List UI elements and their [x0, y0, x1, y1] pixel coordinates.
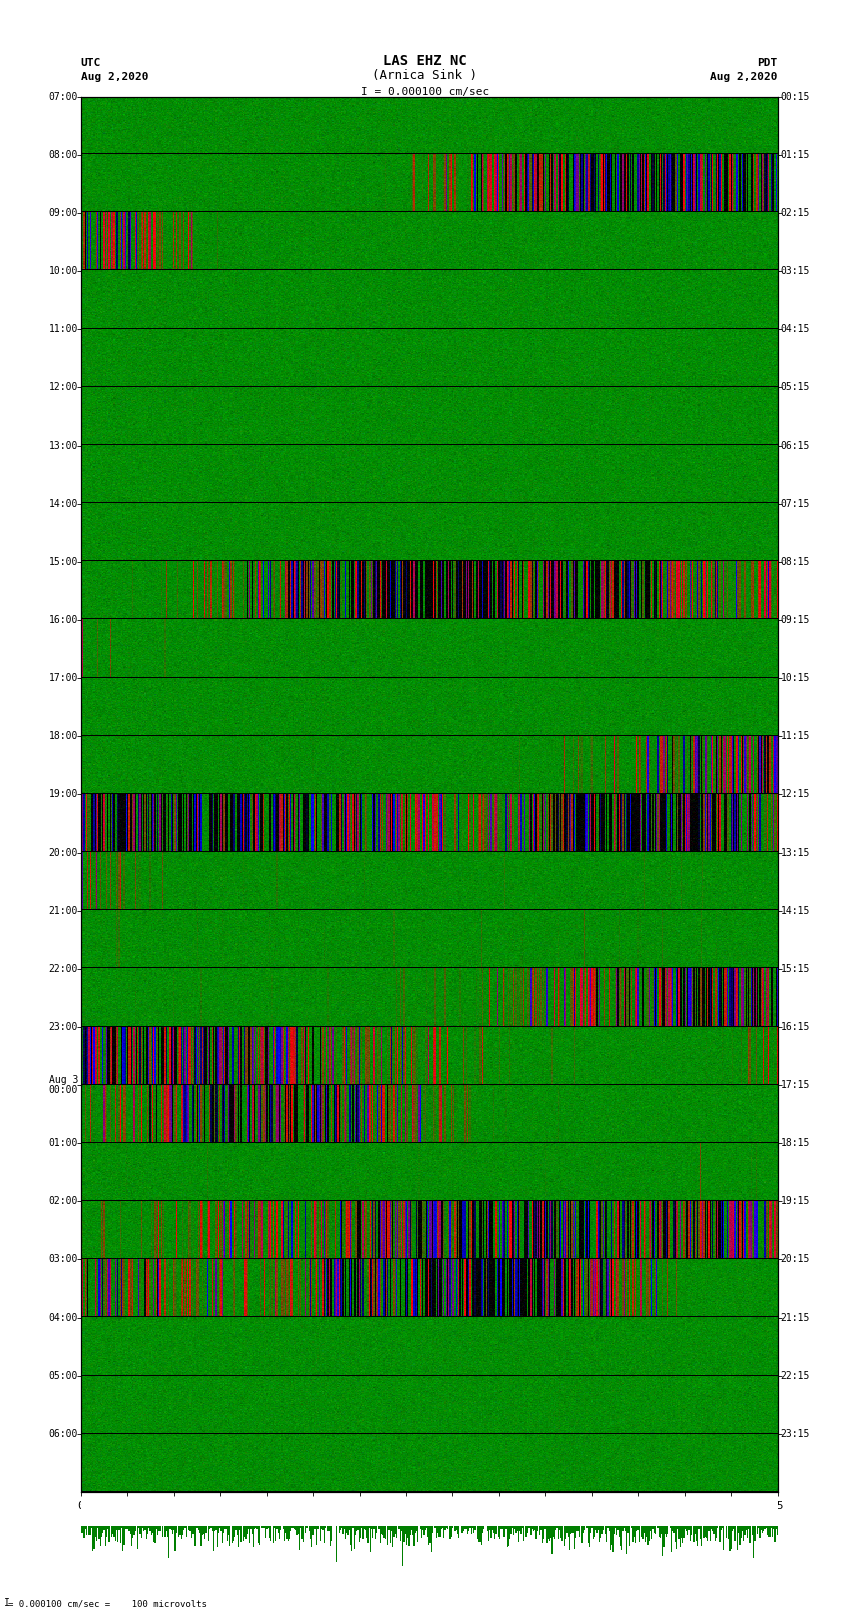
X-axis label: TIME (MINUTES): TIME (MINUTES): [377, 1515, 482, 1528]
Text: PDT: PDT: [757, 58, 778, 68]
Text: 07:15: 07:15: [780, 498, 810, 508]
Text: 17:00: 17:00: [48, 673, 78, 684]
Text: 03:00: 03:00: [48, 1255, 78, 1265]
Text: 09:00: 09:00: [48, 208, 78, 218]
Text: 17:15: 17:15: [780, 1081, 810, 1090]
Text: 11:00: 11:00: [48, 324, 78, 334]
Text: 02:00: 02:00: [48, 1197, 78, 1207]
Text: 13:15: 13:15: [780, 847, 810, 858]
Text: 19:15: 19:15: [780, 1197, 810, 1207]
Text: 00:15: 00:15: [780, 92, 810, 102]
Text: 21:15: 21:15: [780, 1313, 810, 1323]
Text: 08:15: 08:15: [780, 556, 810, 566]
Text: 16:00: 16:00: [48, 615, 78, 624]
Text: 20:00: 20:00: [48, 847, 78, 858]
Text: 22:15: 22:15: [780, 1371, 810, 1381]
Text: (Arnica Sink ): (Arnica Sink ): [372, 69, 478, 82]
Text: 23:00: 23:00: [48, 1023, 78, 1032]
Text: Aug 2,2020: Aug 2,2020: [711, 73, 778, 82]
Text: 18:00: 18:00: [48, 731, 78, 742]
Text: 00:00: 00:00: [48, 1086, 78, 1095]
Text: I: I: [4, 1598, 10, 1608]
Text: Aug 3: Aug 3: [48, 1076, 78, 1086]
Text: 21:00: 21:00: [48, 905, 78, 916]
Text: 01:15: 01:15: [780, 150, 810, 160]
Text: 10:00: 10:00: [48, 266, 78, 276]
Text: 01:00: 01:00: [48, 1139, 78, 1148]
Text: 04:15: 04:15: [780, 324, 810, 334]
Text: 02:15: 02:15: [780, 208, 810, 218]
Text: 07:00: 07:00: [48, 92, 78, 102]
Text: 15:00: 15:00: [48, 556, 78, 566]
Text: 22:00: 22:00: [48, 965, 78, 974]
Text: I = 0.000100 cm/sec: I = 0.000100 cm/sec: [361, 87, 489, 97]
Text: 18:15: 18:15: [780, 1139, 810, 1148]
Text: 14:15: 14:15: [780, 905, 810, 916]
Text: 15:15: 15:15: [780, 965, 810, 974]
Text: 04:00: 04:00: [48, 1313, 78, 1323]
Text: UTC: UTC: [81, 58, 101, 68]
Text: 20:15: 20:15: [780, 1255, 810, 1265]
Text: 03:15: 03:15: [780, 266, 810, 276]
Text: 09:15: 09:15: [780, 615, 810, 624]
Text: 05:00: 05:00: [48, 1371, 78, 1381]
Text: 12:00: 12:00: [48, 382, 78, 392]
Text: 13:00: 13:00: [48, 440, 78, 450]
Text: 19:00: 19:00: [48, 789, 78, 800]
Text: 16:15: 16:15: [780, 1023, 810, 1032]
Text: 12:15: 12:15: [780, 789, 810, 800]
Text: 11:15: 11:15: [780, 731, 810, 742]
Text: 14:00: 14:00: [48, 498, 78, 508]
Text: 10:15: 10:15: [780, 673, 810, 684]
Text: = 0.000100 cm/sec =    100 microvolts: = 0.000100 cm/sec = 100 microvolts: [8, 1598, 207, 1608]
Text: 06:15: 06:15: [780, 440, 810, 450]
Text: Aug 2,2020: Aug 2,2020: [81, 73, 148, 82]
Text: LAS EHZ NC: LAS EHZ NC: [383, 53, 467, 68]
Text: 23:15: 23:15: [780, 1429, 810, 1439]
Text: 08:00: 08:00: [48, 150, 78, 160]
Text: 06:00: 06:00: [48, 1429, 78, 1439]
Text: 05:15: 05:15: [780, 382, 810, 392]
